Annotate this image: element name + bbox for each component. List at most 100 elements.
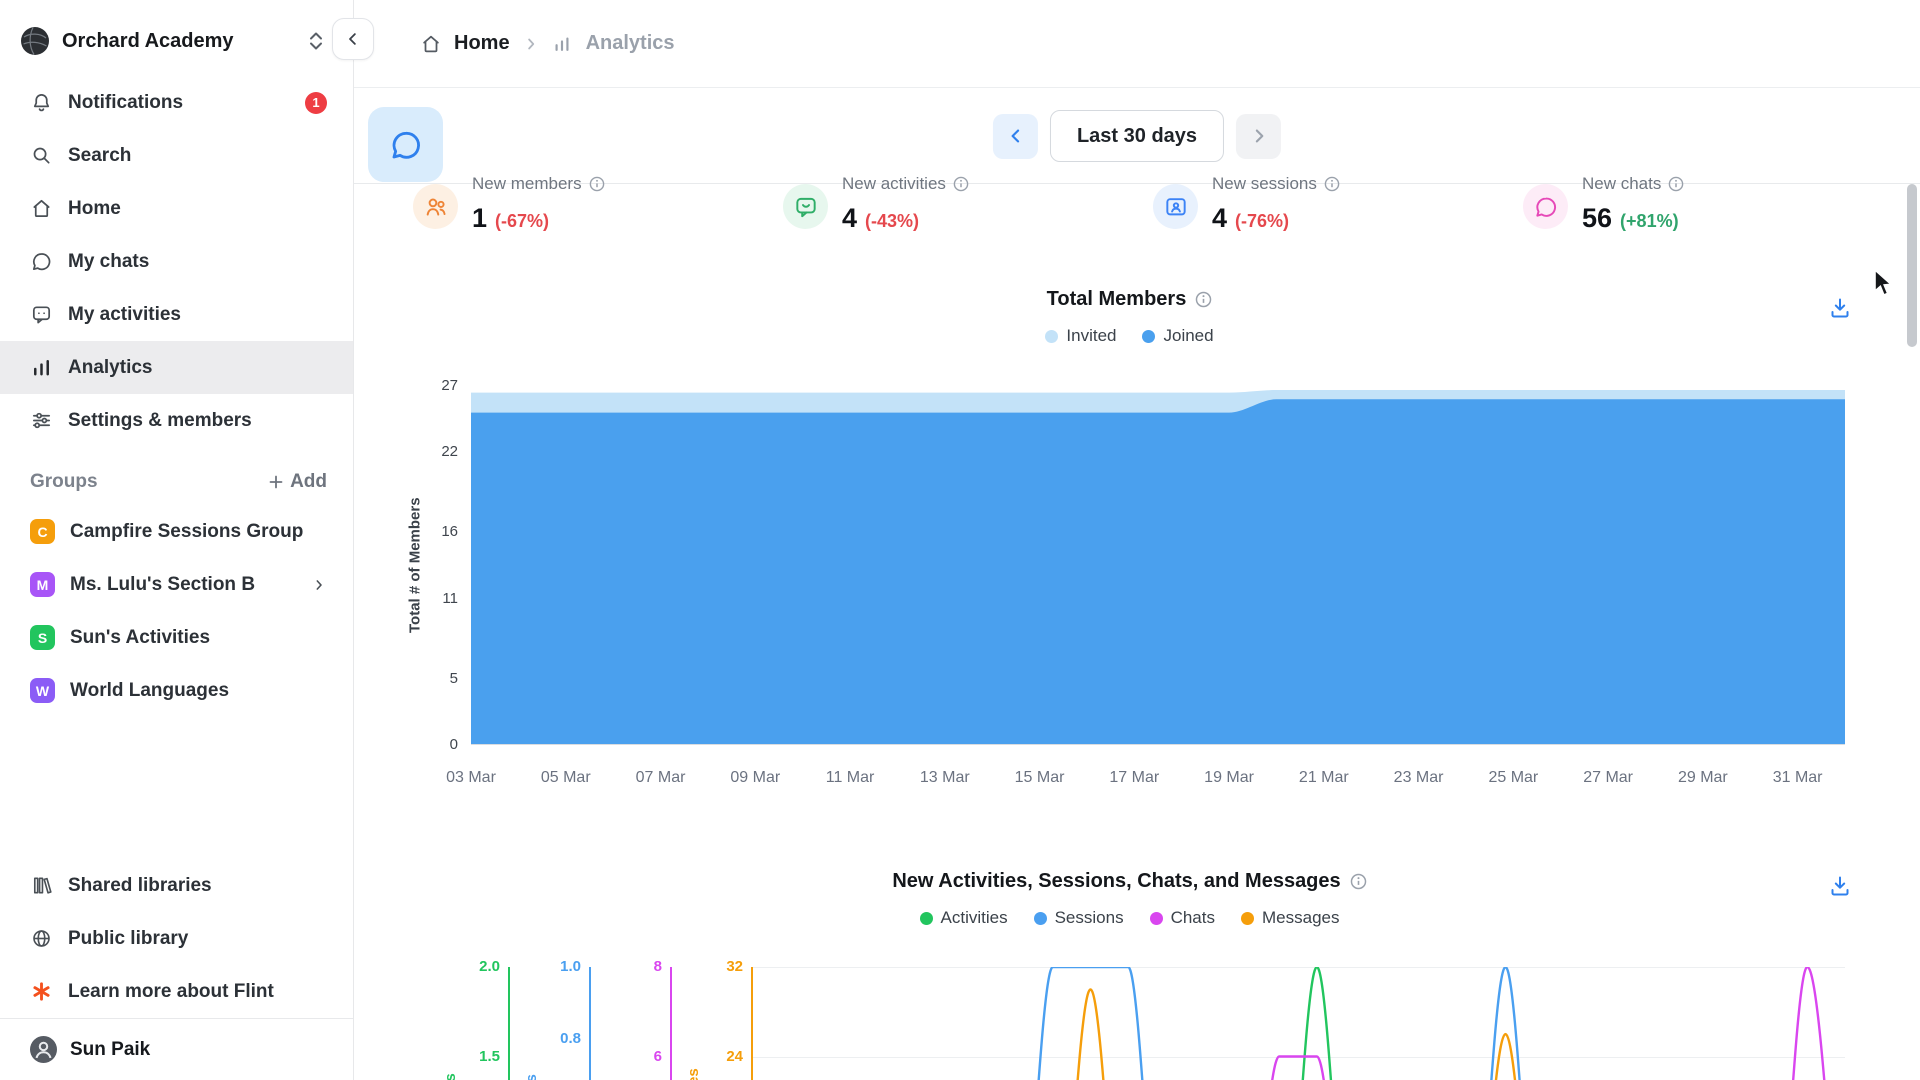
sidebar-item-label: Public library	[68, 927, 189, 949]
breadcrumb-current: Analytics	[585, 32, 675, 54]
sidebar-item-learn-flint[interactable]: Learn more about Flint	[0, 965, 353, 1018]
stat-value: 1 (-67%)	[472, 203, 605, 233]
group-avatar: W	[30, 678, 55, 703]
legend-label: Sessions	[1054, 908, 1124, 927]
info-icon[interactable]	[1324, 176, 1340, 192]
x-tick-label: 13 Mar	[919, 769, 970, 786]
feedback-button[interactable]	[368, 107, 443, 182]
chevron-right-icon[interactable]	[311, 577, 327, 593]
info-icon[interactable]	[953, 176, 969, 192]
download-chart1-button[interactable]	[1820, 288, 1860, 328]
chart2-axis-line	[589, 967, 591, 1080]
chat-bubble-icon	[30, 250, 53, 273]
groups-header-label: Groups	[30, 471, 98, 492]
stat-new-sessions: New sessions 4 (-76%)	[1153, 174, 1523, 233]
legend-label: Activities	[940, 908, 1008, 927]
next-range-button[interactable]	[1236, 113, 1282, 159]
download-chart2-button[interactable]	[1820, 866, 1860, 906]
workspace-switcher[interactable]: Orchard Academy	[0, 0, 353, 76]
x-tick-label: 17 Mar	[1109, 769, 1160, 786]
total-members-chart	[471, 390, 1845, 745]
sidebar-item-search[interactable]: Search	[0, 129, 353, 182]
sessions-icon	[1153, 184, 1198, 229]
sidebar-item-settings-members[interactable]: Settings & members	[0, 394, 353, 447]
legend-item: Messages	[1241, 908, 1339, 928]
legend-dot	[1149, 911, 1163, 925]
sidebar-item-label: My chats	[68, 250, 150, 272]
chart2-axis-tick: 1.5	[479, 1047, 500, 1065]
group-label: Sun's Activities	[70, 626, 211, 648]
group-label: Campfire Sessions Group	[70, 520, 304, 542]
plus-icon	[268, 474, 284, 490]
stat-text: New members 1 (-67%)	[472, 174, 605, 233]
sidebar-item-label: Analytics	[68, 356, 153, 378]
x-tick-label: 19 Mar	[1204, 769, 1254, 786]
stat-text: New sessions 4 (-76%)	[1212, 174, 1340, 233]
stat-delta: (-76%)	[1235, 211, 1290, 231]
chart2-axis-title: Sessions	[523, 1074, 540, 1080]
user-name: Sun Paik	[70, 1038, 151, 1060]
sidebar: Orchard Academy Notifications 1 Search H…	[0, 0, 354, 1080]
chart2-title: New Activities, Sessions, Chats, and Mes…	[414, 870, 1845, 893]
sidebar-item-shared-libraries[interactable]: Shared libraries	[0, 859, 353, 912]
chevron-left-icon	[1011, 129, 1019, 143]
y-tick-label: 27	[441, 377, 458, 394]
legend-label: Invited	[1066, 326, 1117, 345]
legend-dot	[1033, 911, 1047, 925]
chart2-axis-title: Activities	[442, 1073, 459, 1080]
vertical-scrollbar-thumb[interactable]	[1907, 184, 1917, 347]
sidebar-item-public-library[interactable]: Public library	[0, 912, 353, 965]
legend-item: Chats	[1149, 908, 1215, 928]
main-area: Home Analytics Last 30 days	[354, 0, 1920, 1080]
x-tick-label: 09 Mar	[730, 769, 781, 786]
x-tick-label: 15 Mar	[1014, 769, 1065, 786]
date-range-button[interactable]: Last 30 days	[1049, 110, 1225, 162]
stat-label-text: New activities	[842, 174, 946, 193]
stat-new-activities: New activities 4 (-43%)	[783, 174, 1153, 233]
groups-header: Groups Add	[0, 459, 353, 505]
stat-label: New chats	[1582, 174, 1684, 194]
legend-dot	[1241, 911, 1254, 925]
chart2-axis-line	[508, 967, 510, 1080]
sidebar-item-notifications[interactable]: Notifications 1	[0, 76, 353, 129]
stat-label-text: New sessions	[1212, 174, 1317, 193]
info-icon[interactable]	[1668, 176, 1684, 192]
y-tick-label: 16	[441, 523, 458, 541]
date-range-nav: Last 30 days	[992, 110, 1282, 162]
user-menu[interactable]: Sun Paik	[0, 1018, 353, 1080]
sidebar-group-campfire[interactable]: C Campfire Sessions Group	[0, 505, 353, 558]
sidebar-item-label: Notifications	[68, 91, 184, 113]
previous-range-button[interactable]	[992, 113, 1038, 159]
chart2-axis-tick: 8	[653, 958, 662, 975]
stat-label: New members	[472, 174, 605, 194]
collapse-sidebar-button[interactable]	[332, 18, 374, 60]
chart2-axis-tick: 2.0	[479, 958, 500, 975]
chart2-axis-tick: 32	[726, 958, 743, 975]
sidebar-group-world-languages[interactable]: W World Languages	[0, 664, 353, 717]
sidebar-item-analytics[interactable]: Analytics	[0, 341, 353, 394]
chat-square-icon	[30, 303, 53, 326]
search-icon	[30, 144, 53, 167]
x-tick-label: 11 Mar	[825, 769, 875, 786]
sidebar-item-label: Learn more about Flint	[68, 980, 274, 1002]
stat-number: 4	[1212, 203, 1228, 233]
y-tick-label: 5	[449, 669, 458, 687]
chevron-right-icon	[1255, 129, 1263, 143]
info-icon[interactable]	[1195, 291, 1212, 308]
y-tick-label: 0	[449, 736, 458, 753]
legend-label: Chats	[1170, 908, 1215, 927]
add-group-button[interactable]: Add	[268, 471, 327, 493]
sidebar-group-suns-activities[interactable]: S Sun's Activities	[0, 611, 353, 664]
info-icon[interactable]	[589, 176, 605, 192]
sidebar-item-home[interactable]: Home	[0, 182, 353, 235]
legend-dot	[919, 911, 933, 925]
chart2-title-text: New Activities, Sessions, Chats, and Mes…	[892, 870, 1341, 892]
info-icon[interactable]	[1350, 873, 1367, 890]
breadcrumb-home[interactable]: Home	[454, 32, 510, 54]
home-icon[interactable]	[420, 33, 442, 55]
sidebar-group-ms-lulu[interactable]: M Ms. Lulu's Section B	[0, 558, 353, 611]
sidebar-item-my-activities[interactable]: My activities	[0, 288, 353, 341]
sidebar-item-my-chats[interactable]: My chats	[0, 235, 353, 288]
legend-item: Invited	[1045, 326, 1116, 346]
